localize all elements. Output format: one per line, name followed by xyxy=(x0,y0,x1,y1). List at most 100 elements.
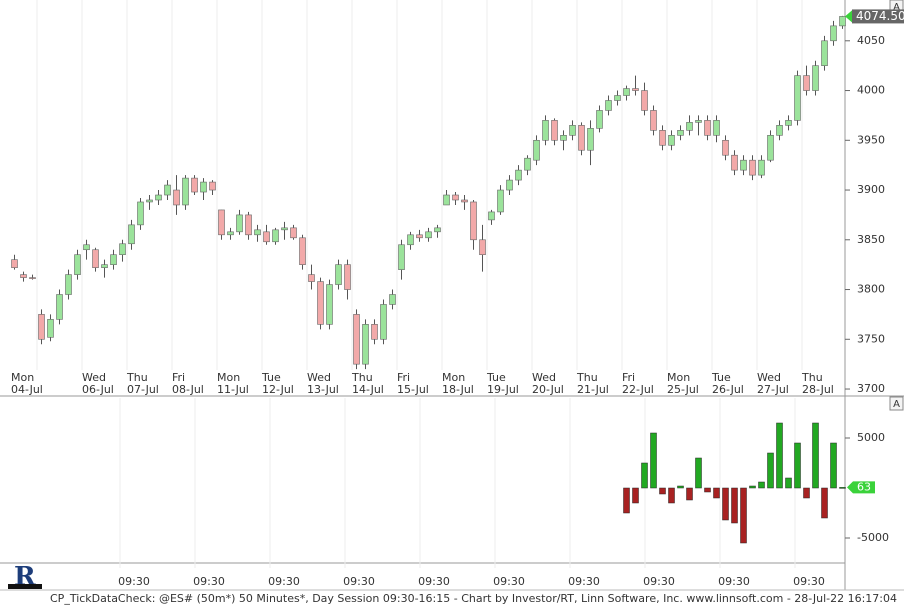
candle-body xyxy=(632,88,639,91)
candle-body xyxy=(299,237,306,265)
candle-body xyxy=(821,40,828,66)
lower-bar xyxy=(668,487,675,504)
time-label: 09:30 xyxy=(568,575,600,588)
candle-body xyxy=(461,199,468,203)
lower-bar xyxy=(695,457,702,489)
candle-body xyxy=(200,181,207,193)
candle-body xyxy=(533,139,540,161)
scale-button-label[interactable]: A xyxy=(893,2,900,13)
candle-body xyxy=(353,314,360,365)
candle-body xyxy=(38,314,45,340)
last-price-label: 4074.50 xyxy=(856,9,904,23)
candle-body xyxy=(425,231,432,239)
lower-bar xyxy=(722,487,729,521)
lower-bar xyxy=(686,487,693,501)
candle-body xyxy=(731,154,738,171)
candle-body xyxy=(812,65,819,91)
date-label: 13-Jul xyxy=(307,383,339,396)
candle-body xyxy=(677,130,684,136)
candle-body xyxy=(839,16,846,27)
scale-button[interactable] xyxy=(889,396,904,411)
candle-body xyxy=(191,177,198,193)
date-label: 04-Jul xyxy=(11,383,43,396)
scale-button-label[interactable]: A xyxy=(893,399,900,410)
time-label: 09:30 xyxy=(793,575,825,588)
lower-bar xyxy=(803,487,810,499)
date-label: 27-Jul xyxy=(757,383,789,396)
candle-body xyxy=(110,254,117,265)
candle-body xyxy=(344,264,351,290)
date-label: 20-Jul xyxy=(532,383,564,396)
candle-body xyxy=(155,194,162,201)
candle-body xyxy=(20,274,27,278)
candle-body xyxy=(479,239,486,256)
candle-body xyxy=(686,122,693,131)
last-price-tag xyxy=(852,9,904,24)
candle-body xyxy=(119,243,126,256)
candle-body xyxy=(173,189,180,206)
time-label: 09:30 xyxy=(118,575,150,588)
candle-body xyxy=(398,244,405,270)
candle-body xyxy=(587,128,594,151)
candle-body xyxy=(380,304,387,340)
lower-bar xyxy=(641,462,648,489)
lower-bar xyxy=(839,487,846,489)
time-label: 09:30 xyxy=(643,575,675,588)
candle-body xyxy=(452,194,459,201)
candle-body xyxy=(317,281,324,325)
candle-body xyxy=(65,274,72,295)
day-label: Thu xyxy=(801,371,823,384)
logo-bar xyxy=(8,584,42,589)
day-label: Tue xyxy=(711,371,731,384)
candle-body xyxy=(245,214,252,236)
date-label: 08-Jul xyxy=(172,383,204,396)
candle-body xyxy=(371,324,378,340)
candle-body xyxy=(164,184,171,196)
lower-bar xyxy=(749,485,756,489)
lower-last-tag xyxy=(853,481,875,494)
candle-body xyxy=(506,179,513,191)
candle-body xyxy=(443,194,450,206)
candle-body xyxy=(578,125,585,151)
candle-body xyxy=(218,209,225,236)
day-label: Fri xyxy=(172,371,185,384)
lower-bar xyxy=(776,422,783,489)
lower-bar xyxy=(677,485,684,489)
candle-body xyxy=(767,135,774,161)
logo: R xyxy=(8,562,42,592)
candle-body xyxy=(74,254,81,275)
candle-body xyxy=(515,169,522,181)
candle-body xyxy=(236,214,243,233)
lower-last-arrow xyxy=(847,481,853,494)
candle-body xyxy=(668,135,675,146)
day-label: Mon xyxy=(442,371,465,384)
y-tick-label: 3850 xyxy=(857,233,885,246)
day-label: Wed xyxy=(532,371,556,384)
date-label: 14-Jul xyxy=(352,383,384,396)
candle-body xyxy=(434,227,441,233)
lower-bar xyxy=(713,487,720,499)
candle-body xyxy=(308,274,315,282)
candle-body xyxy=(650,110,657,131)
candle-body xyxy=(263,231,270,243)
time-label: 09:30 xyxy=(343,575,375,588)
y-tick-label: 3800 xyxy=(857,283,885,296)
candle-body xyxy=(389,294,396,305)
time-label: 09:30 xyxy=(718,575,750,588)
lower-bar xyxy=(632,487,639,504)
date-label: 28-Jul xyxy=(802,383,834,396)
lower-bar xyxy=(785,477,792,489)
candle-body xyxy=(407,234,414,246)
day-label: Thu xyxy=(351,371,373,384)
date-label: 21-Jul xyxy=(577,383,609,396)
candle-body xyxy=(713,120,720,136)
lower-bar xyxy=(623,487,630,514)
candle-body xyxy=(101,264,108,268)
lower-y-tick-label: -5000 xyxy=(857,531,889,544)
candle-body xyxy=(614,95,621,101)
candle-body xyxy=(56,294,63,320)
candle-body xyxy=(524,157,531,171)
candle-body xyxy=(704,120,711,136)
candle-body xyxy=(335,264,342,285)
